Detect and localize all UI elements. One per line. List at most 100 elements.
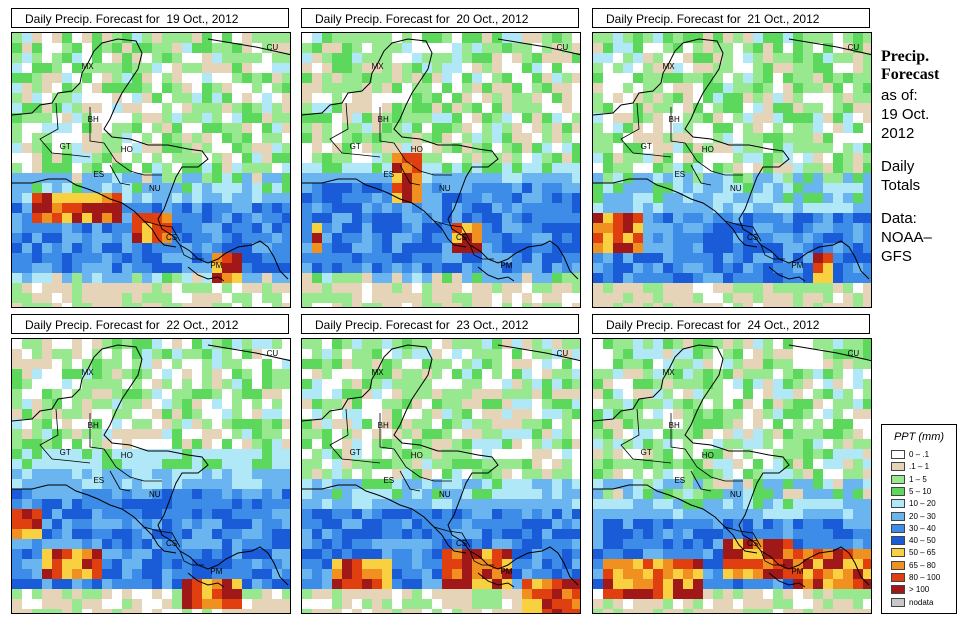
precip-cell <box>853 479 863 489</box>
precip-cell <box>72 263 82 273</box>
precip-cell <box>322 509 332 519</box>
precip-cell <box>382 153 392 163</box>
precip-cell <box>613 379 623 389</box>
precip-cell <box>462 153 472 163</box>
precip-cell <box>793 409 803 419</box>
precip-cell <box>623 103 633 113</box>
precip-cell <box>422 63 432 73</box>
precip-cell <box>42 163 52 173</box>
precip-cell <box>593 439 603 449</box>
precip-cell <box>422 429 432 439</box>
precip-cell <box>703 549 713 559</box>
precip-cell <box>532 243 542 253</box>
precip-cell <box>653 389 663 399</box>
precip-cell <box>552 489 562 499</box>
precip-cell <box>803 303 813 307</box>
precip-cell <box>783 499 793 509</box>
precip-cell <box>72 43 82 53</box>
precip-cell <box>192 283 202 293</box>
precip-cell <box>613 183 623 193</box>
precip-cell <box>552 133 562 143</box>
precip-cell <box>552 163 562 173</box>
precip-cell <box>803 123 813 133</box>
precip-cell <box>272 539 282 549</box>
precip-cell <box>242 499 252 509</box>
precip-cell <box>773 203 783 213</box>
precip-cell <box>803 409 813 419</box>
precip-cell <box>392 489 402 499</box>
precip-cell <box>572 103 580 113</box>
precip-cell <box>202 123 212 133</box>
precip-cell <box>282 143 290 153</box>
precip-cell <box>462 589 472 599</box>
precip-cell <box>653 479 663 489</box>
precip-cell <box>152 163 162 173</box>
precip-cell <box>532 569 542 579</box>
precip-cell <box>212 303 222 307</box>
precip-cell <box>312 509 322 519</box>
precip-cell <box>723 449 733 459</box>
precip-cell <box>492 303 502 307</box>
precip-cell <box>302 123 312 133</box>
precip-cell <box>683 429 693 439</box>
precip-cell <box>312 609 322 613</box>
precip-cell <box>32 339 42 349</box>
precip-cell <box>352 399 362 409</box>
precip-cell <box>572 559 580 569</box>
precip-cell <box>222 529 232 539</box>
precip-cell <box>22 439 32 449</box>
precip-cell <box>572 549 580 559</box>
precip-cell <box>633 133 643 143</box>
precip-cell <box>663 519 673 529</box>
precip-cell <box>753 123 763 133</box>
precip-cell <box>783 83 793 93</box>
precip-cell <box>132 339 142 349</box>
precip-cell <box>542 63 552 73</box>
precip-cell <box>332 73 342 83</box>
precip-cell <box>182 529 192 539</box>
precip-cell <box>823 253 833 263</box>
precip-cell <box>783 429 793 439</box>
precip-cell <box>552 459 562 469</box>
precip-cell <box>422 399 432 409</box>
precip-cell <box>442 43 452 53</box>
precip-cell <box>813 263 823 273</box>
precip-cell <box>703 559 713 569</box>
precip-cell <box>713 143 723 153</box>
precip-cell <box>402 153 412 163</box>
precip-cell <box>633 609 643 613</box>
precip-cell <box>232 469 242 479</box>
precip-cell <box>232 173 242 183</box>
precip-cell <box>673 489 683 499</box>
precip-cell <box>462 303 472 307</box>
precip-cell <box>522 183 532 193</box>
precip-cell <box>362 243 372 253</box>
precip-cell <box>522 609 532 613</box>
precip-cell <box>52 163 62 173</box>
precip-cell <box>32 273 42 283</box>
precip-cell <box>733 339 743 349</box>
precip-cell <box>192 83 202 93</box>
precip-cell <box>92 223 102 233</box>
precip-cell <box>843 193 853 203</box>
precip-cell <box>112 263 122 273</box>
precip-cell <box>452 143 462 153</box>
precip-cell <box>312 589 322 599</box>
precip-cell <box>242 449 252 459</box>
precip-cell <box>12 539 22 549</box>
precip-cell <box>783 133 793 143</box>
precip-cell <box>12 559 22 569</box>
precip-cell <box>312 479 322 489</box>
precip-cell <box>182 499 192 509</box>
precip-cell <box>683 273 693 283</box>
precip-cell <box>22 589 32 599</box>
precip-cell <box>572 293 580 303</box>
precip-cell <box>763 339 773 349</box>
precip-cell <box>172 339 182 349</box>
precip-cell <box>853 83 863 93</box>
precip-cell <box>512 83 522 93</box>
precip-cell <box>572 449 580 459</box>
precip-cell <box>242 529 252 539</box>
precip-cell <box>843 439 853 449</box>
precip-cell <box>172 133 182 143</box>
